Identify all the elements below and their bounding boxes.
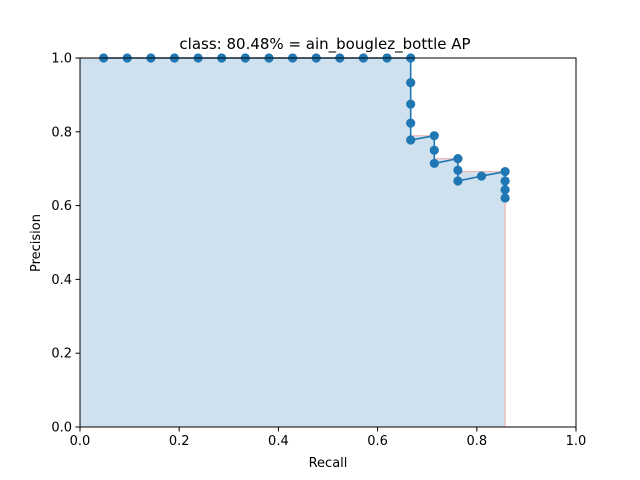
data-point xyxy=(406,135,416,145)
data-point xyxy=(476,171,487,181)
x-tick-label: 0.2 xyxy=(169,434,190,449)
data-point xyxy=(500,185,510,195)
data-point xyxy=(453,154,463,164)
x-tick-label: 0.4 xyxy=(268,434,289,449)
plot-frame xyxy=(79,57,577,428)
x-tick-label: 0.8 xyxy=(466,434,487,449)
area-under-curve xyxy=(80,58,506,427)
y-tick-label: 0.0 xyxy=(51,421,72,436)
y-tick-label: 0.6 xyxy=(51,199,72,214)
plot-area: 0.0 0.2 0.4 0.6 0.8 1.0 0.0 0.2 0.4 0.6 0.8 1.0 xyxy=(51,52,586,450)
data-point xyxy=(429,158,439,169)
x-axis-label: Recall xyxy=(309,456,348,471)
y-tick-label: 0.2 xyxy=(51,347,72,362)
y-tick-label: 0.8 xyxy=(51,125,72,140)
y-tick-label: 1.0 xyxy=(51,52,72,67)
y-tick-label: 0.4 xyxy=(51,273,72,288)
data-point xyxy=(500,176,510,186)
x-tick-label: 0.0 xyxy=(70,434,91,449)
y-axis-label: Precision xyxy=(29,214,44,272)
data-point xyxy=(453,176,463,186)
data-point xyxy=(406,99,416,109)
data-point xyxy=(429,131,439,141)
x-tick-label: 0.6 xyxy=(367,434,388,449)
data-point xyxy=(500,193,510,203)
data-point xyxy=(453,165,463,175)
data-point xyxy=(500,166,510,177)
x-tick-label: 1.0 xyxy=(566,434,587,449)
data-point xyxy=(429,145,439,155)
data-point xyxy=(406,78,416,88)
chart-title: class: 80.48% = ain_bouglez_bottle AP xyxy=(179,35,470,54)
data-point xyxy=(406,118,416,128)
